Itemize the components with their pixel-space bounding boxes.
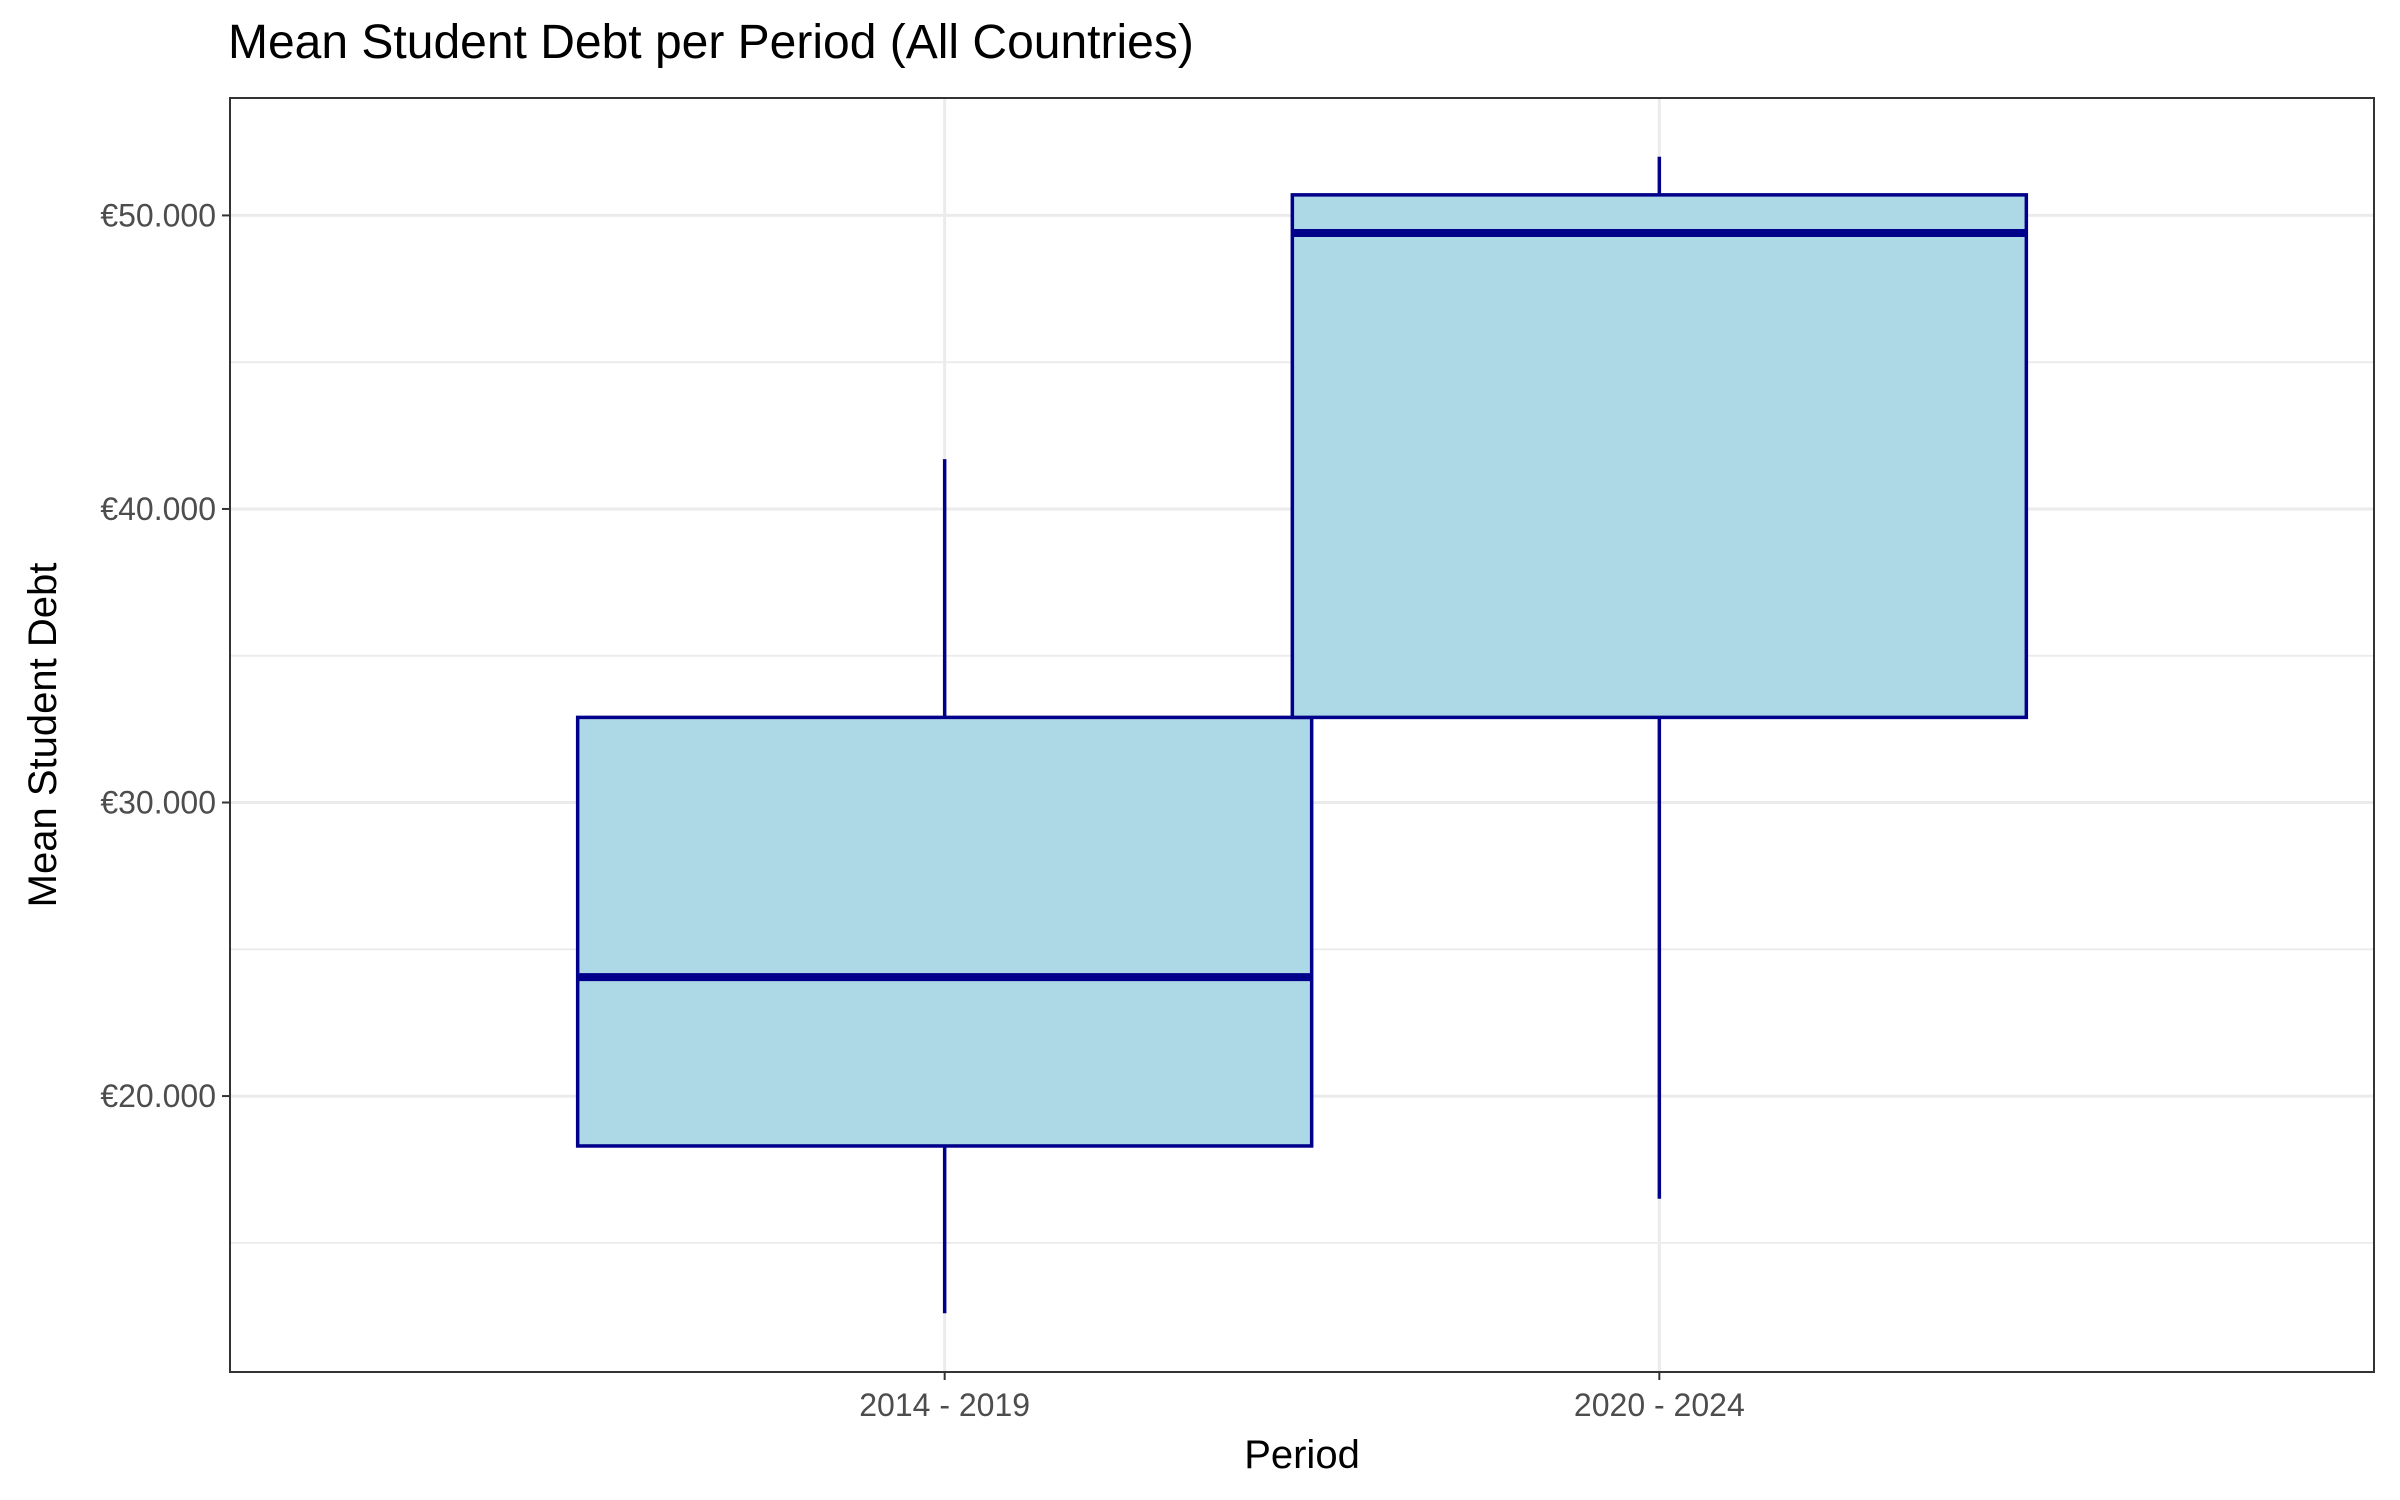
y-tick-label: €50.000 <box>100 197 216 233</box>
box-series <box>575 156 2029 1314</box>
panel-border <box>229 97 2375 1373</box>
y-tick-label: €30.000 <box>100 785 216 821</box>
box-1 <box>575 459 1314 1314</box>
box-2 <box>1290 156 2029 1199</box>
x-axis-title: Period <box>1244 1433 1360 1477</box>
box-body <box>1290 193 2029 720</box>
x-tick-label: 2020 - 2024 <box>1574 1387 1745 1423</box>
x-tick-label: 2014 - 2019 <box>859 1387 1030 1423</box>
box-body <box>575 715 1314 1148</box>
chart-title: Mean Student Debt per Period (All Countr… <box>228 16 1194 69</box>
y-axis-title: Mean Student Debt <box>21 563 65 908</box>
x-axis: 2014 - 2019 2020 - 2024 <box>859 1372 1745 1423</box>
y-tick-label: €40.000 <box>100 491 216 527</box>
y-axis: €20.000 €30.000 €40.000 €50.000 <box>100 197 230 1114</box>
y-tick-label: €20.000 <box>100 1078 216 1114</box>
